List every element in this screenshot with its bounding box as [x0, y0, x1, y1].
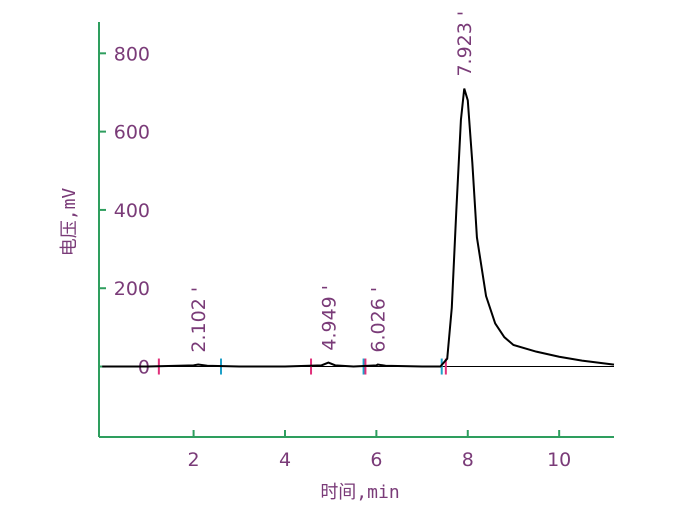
y-axis-label: 电压,mV: [59, 188, 80, 257]
y-tick-label: 200: [114, 278, 150, 300]
x-tick-label: 4: [279, 449, 291, 471]
y-tick-label: 800: [114, 43, 150, 65]
x-tick-label: 2: [188, 449, 200, 471]
peak-label: 7.923 ': [454, 11, 476, 77]
y-tick-label: 600: [114, 122, 150, 144]
y-tick-label: 400: [114, 200, 150, 222]
signal-line: [102, 88, 615, 368]
peak-label: 4.949 ': [318, 285, 340, 351]
x-tick-label: 10: [547, 449, 571, 471]
x-tick-label: 6: [370, 449, 382, 471]
x-axis-label: 时间,min: [320, 482, 399, 503]
peak-label: 6.026 ': [368, 287, 390, 353]
peak-label: 2.102 ': [188, 287, 210, 353]
x-tick-label: 8: [462, 449, 474, 471]
